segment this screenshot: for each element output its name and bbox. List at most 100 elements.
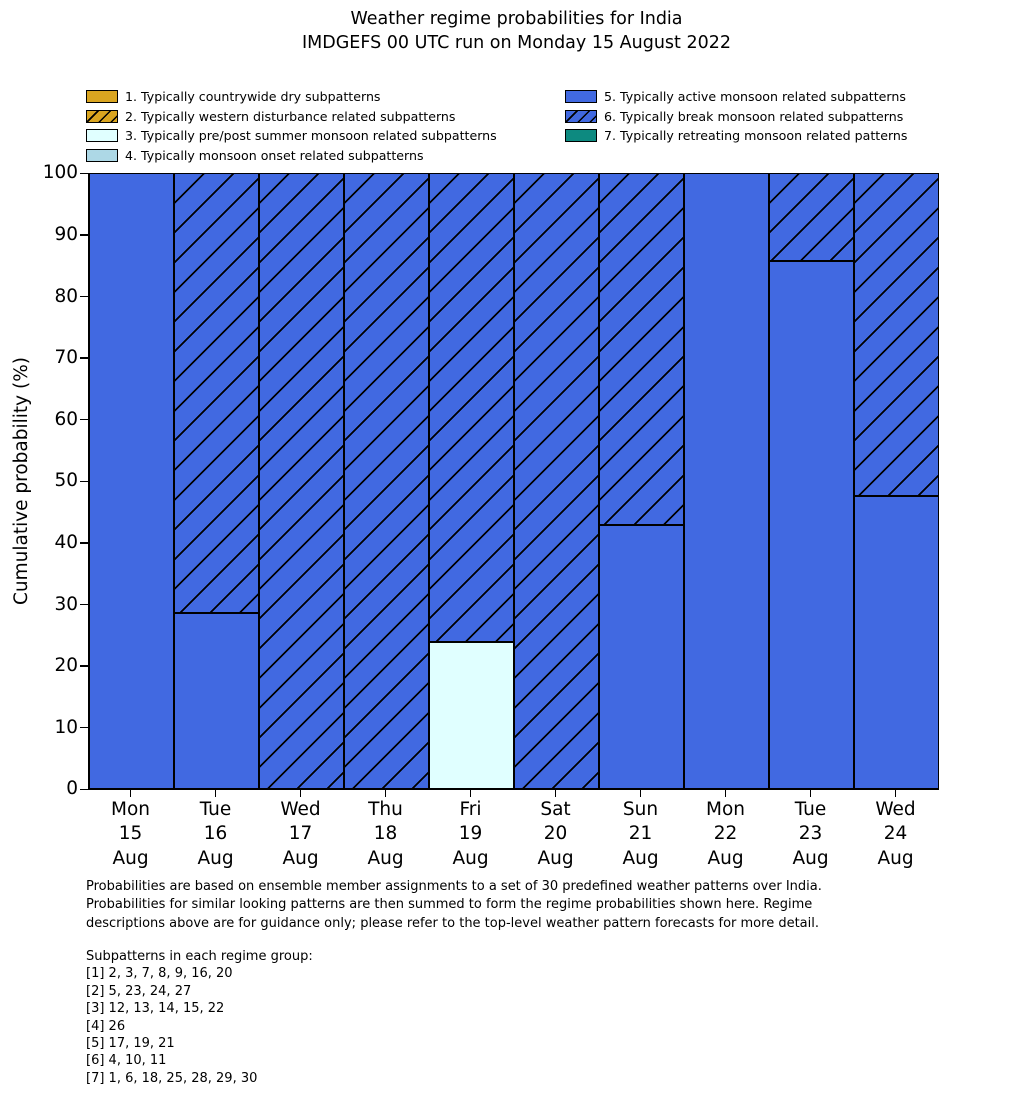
bar-wed-17 bbox=[259, 173, 344, 789]
subpatterns-line: [7] 1, 6, 18, 25, 28, 29, 30 bbox=[86, 1070, 258, 1086]
legend-label-6: 6. Typically break monsoon related subpa… bbox=[604, 108, 904, 124]
legend-item-5: 5. Typically active monsoon related subp… bbox=[565, 87, 907, 107]
legend-label-3: 3. Typically pre/post summer monsoon rel… bbox=[125, 128, 497, 144]
legend-swatch-4 bbox=[86, 149, 118, 163]
legend-label-5: 5. Typically active monsoon related subp… bbox=[604, 89, 906, 105]
bar-segment-regime-6 bbox=[769, 173, 854, 262]
bar-mon-15 bbox=[89, 173, 174, 789]
x-tick-label-line: Mon bbox=[110, 799, 150, 820]
x-tick-label-line: Mon bbox=[705, 799, 745, 820]
bar-segment-regime-6 bbox=[429, 173, 514, 643]
x-tick-label-line: Fri bbox=[459, 799, 482, 820]
y-tick-mark-0 bbox=[80, 788, 88, 791]
bar-sat-20 bbox=[514, 173, 599, 789]
x-tick-label-line: Aug bbox=[112, 847, 149, 869]
legend-item-3: 3. Typically pre/post summer monsoon rel… bbox=[86, 126, 497, 146]
subpatterns-line: [1] 2, 3, 7, 8, 9, 16, 20 bbox=[86, 966, 233, 982]
bar-sun-21 bbox=[599, 173, 684, 789]
x-tick-label-line: Wed bbox=[875, 799, 916, 820]
bar-segment-regime-3 bbox=[429, 642, 514, 789]
subpatterns-line: [3] 12, 13, 14, 15, 22 bbox=[86, 1001, 225, 1017]
x-tick-label-line: Aug bbox=[367, 847, 404, 869]
x-tick-label-line: 18 bbox=[373, 823, 398, 845]
legend-label-4: 4. Typically monsoon onset related subpa… bbox=[125, 148, 424, 164]
legend-item-7: 7. Typically retreating monsoon related … bbox=[565, 126, 907, 146]
bar-segment-regime-6 bbox=[599, 173, 684, 525]
legend-label-7: 7. Typically retreating monsoon related … bbox=[604, 128, 908, 144]
figure-title: Weather regime probabilities for India bbox=[350, 9, 683, 29]
bar-thu-18 bbox=[344, 173, 429, 789]
plot-area bbox=[88, 173, 939, 790]
x-tick-label-fri-19: Fri 19 Aug bbox=[428, 798, 513, 871]
legend-swatch-1 bbox=[86, 90, 118, 104]
figure-subtitle: IMDGEFS 00 UTC run on Monday 15 August 2… bbox=[302, 33, 731, 53]
bar-segment-regime-6 bbox=[259, 173, 344, 789]
x-tick-label-line: 24 bbox=[883, 823, 908, 845]
legend-swatch-3 bbox=[86, 129, 118, 143]
x-tick-label-line: Aug bbox=[197, 847, 234, 869]
x-tick-label-line: Sat bbox=[540, 799, 571, 820]
legend-item-4: 4. Typically monsoon onset related subpa… bbox=[86, 146, 497, 166]
x-tick-mark-18 bbox=[384, 790, 387, 797]
x-tick-mark-24 bbox=[894, 790, 897, 797]
x-tick-label-line: Aug bbox=[792, 847, 829, 869]
bar-segment-regime-6 bbox=[514, 173, 599, 789]
footer-paragraph-line: Probabilities for similar looking patter… bbox=[86, 897, 813, 913]
y-tick-label-50: 50 bbox=[54, 470, 78, 492]
bar-segment-regime-5 bbox=[599, 524, 684, 789]
bar-segment-regime-5 bbox=[684, 173, 769, 789]
x-tick-label-line: Aug bbox=[537, 847, 574, 869]
bar-segment-regime-5 bbox=[854, 495, 939, 789]
x-tick-mark-20 bbox=[554, 790, 557, 797]
y-tick-label-60: 60 bbox=[54, 408, 78, 430]
y-tick-label-70: 70 bbox=[54, 347, 78, 369]
x-tick-label-line: Aug bbox=[707, 847, 744, 869]
bar-tue-23 bbox=[769, 173, 854, 789]
x-tick-label-line: Wed bbox=[280, 799, 321, 820]
x-tick-label-line: Aug bbox=[622, 847, 659, 869]
x-tick-mark-15 bbox=[129, 790, 132, 797]
x-tick-label-line: 19 bbox=[458, 823, 483, 845]
legend-swatch-6 bbox=[565, 109, 597, 123]
bar-segment-regime-5 bbox=[89, 173, 174, 789]
y-tick-mark-60 bbox=[80, 418, 88, 421]
x-tick-label-wed-17: Wed 17 Aug bbox=[258, 798, 343, 871]
footer-paragraph: Probabilities are based on ensemble memb… bbox=[86, 878, 822, 933]
x-tick-label-line: Thu bbox=[368, 799, 403, 820]
legend-swatch-7 bbox=[565, 129, 597, 143]
y-tick-label-40: 40 bbox=[54, 531, 78, 553]
x-tick-label-line: 15 bbox=[118, 823, 143, 845]
bar-tue-16 bbox=[174, 173, 259, 789]
bar-segment-regime-6 bbox=[854, 173, 939, 496]
y-tick-mark-40 bbox=[80, 542, 88, 544]
bar-fri-19 bbox=[429, 173, 514, 789]
x-tick-label-line: 20 bbox=[543, 823, 568, 845]
legend-item-6: 6. Typically break monsoon related subpa… bbox=[565, 107, 907, 127]
x-tick-label-line: 23 bbox=[798, 823, 823, 845]
y-tick-label-80: 80 bbox=[54, 285, 78, 307]
bar-segment-regime-5 bbox=[769, 261, 854, 789]
x-tick-label-thu-18: Thu 18 Aug bbox=[343, 798, 428, 871]
x-tick-mark-21 bbox=[639, 790, 642, 797]
y-tick-mark-100 bbox=[80, 172, 88, 175]
y-tick-label-0: 0 bbox=[66, 778, 78, 800]
x-tick-mark-17 bbox=[299, 790, 302, 797]
x-tick-label-line: 21 bbox=[628, 823, 653, 845]
subpatterns-block: Subpatterns in each regime group: [1] 2,… bbox=[86, 948, 313, 1087]
bar-mon-22 bbox=[684, 173, 769, 789]
x-tick-label-line: Aug bbox=[282, 847, 319, 869]
subpatterns-line: [6] 4, 10, 11 bbox=[86, 1053, 167, 1069]
y-tick-label-100: 100 bbox=[42, 162, 78, 184]
x-tick-label-line: Aug bbox=[877, 847, 914, 869]
x-tick-label-line: 16 bbox=[203, 823, 228, 845]
x-tick-mark-16 bbox=[214, 790, 217, 797]
bar-segment-regime-6 bbox=[344, 173, 429, 789]
y-tick-mark-90 bbox=[80, 234, 88, 236]
footer-paragraph-line: Probabilities are based on ensemble memb… bbox=[86, 879, 822, 894]
x-tick-label-line: Aug bbox=[452, 847, 489, 869]
x-tick-label-line: Sun bbox=[622, 799, 659, 820]
y-tick-label-30: 30 bbox=[54, 593, 78, 615]
y-tick-mark-30 bbox=[80, 603, 88, 606]
title-block: Weather regime probabilities for India I… bbox=[0, 7, 1033, 55]
